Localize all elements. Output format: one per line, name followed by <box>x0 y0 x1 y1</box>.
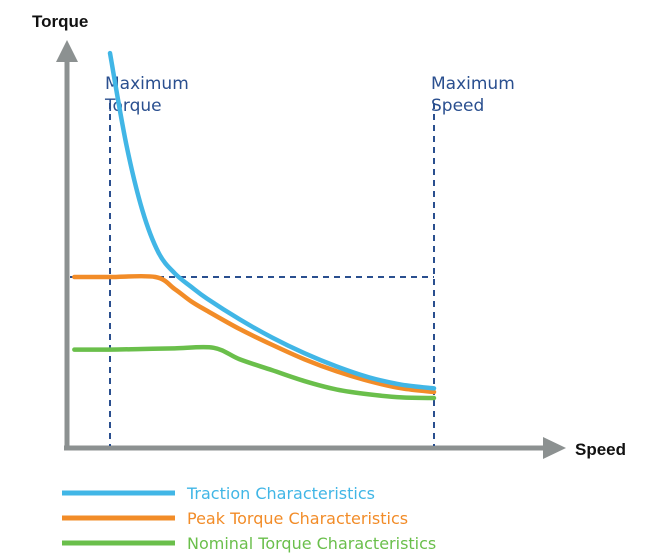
x-axis-title: Speed <box>575 440 626 459</box>
annotation-max-torque-line1: Maximum <box>105 74 189 94</box>
legend-label-peak-torque: Peak Torque Characteristics <box>187 509 408 528</box>
legend-label-traction: Traction Characteristics <box>186 484 375 503</box>
x-axis-arrow <box>543 437 566 459</box>
annotation-max-torque-line2: Torque <box>104 96 162 116</box>
legend-label-nominal-torque: Nominal Torque Characteristics <box>187 534 436 553</box>
series-line-nominal-torque <box>72 344 437 401</box>
y-axis-title: Torque <box>32 12 88 31</box>
series-line-peak-torque <box>72 273 437 395</box>
annotation-max-speed: Maximum Speed <box>431 74 520 116</box>
annotation-max-speed-line2: Speed <box>431 96 484 116</box>
series-line-traction <box>107 50 437 391</box>
legend: Traction Characteristics Peak Torque Char… <box>62 484 436 553</box>
y-axis-arrow <box>56 40 78 62</box>
annotation-max-speed-line1: Maximum <box>431 74 515 94</box>
series-group <box>72 50 437 401</box>
